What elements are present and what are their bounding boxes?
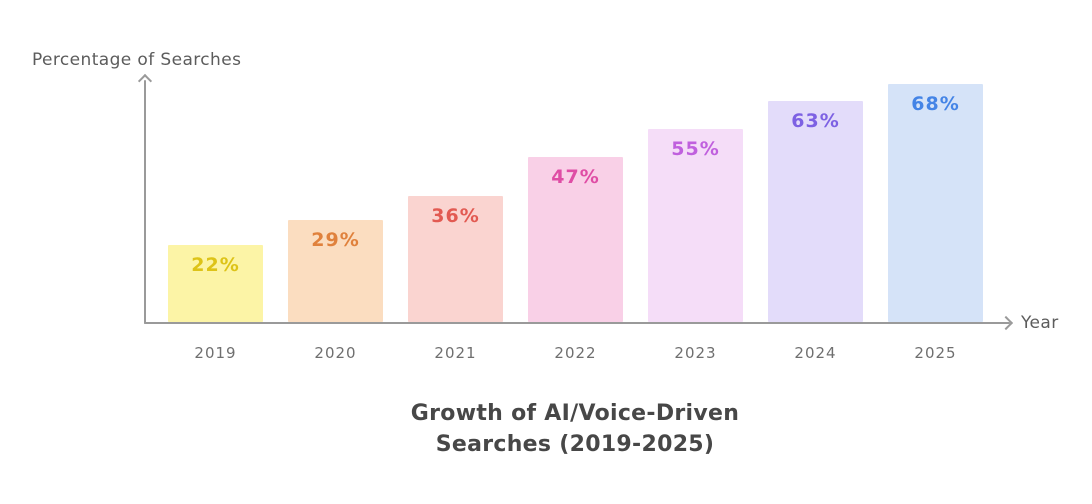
bar-value-label-2024: 63% [791, 110, 840, 132]
bar-2024: 63% [768, 101, 863, 322]
bar-2023: 55% [648, 129, 743, 322]
bar-value-label-2025: 68% [911, 93, 960, 115]
x-tick-label-2020: 2020 [314, 344, 357, 362]
chart-title: Growth of AI/Voice-Driven Searches (2019… [166, 398, 984, 460]
bar-2025: 68% [888, 84, 983, 322]
x-axis-line [144, 322, 1010, 324]
x-axis-arrow-icon [998, 315, 1014, 331]
y-axis-label: Percentage of Searches [32, 50, 242, 70]
y-axis-arrow-icon [137, 73, 153, 89]
bar-2022: 47% [528, 157, 623, 322]
x-tick-label-2019: 2019 [194, 344, 237, 362]
x-tick-label-2025: 2025 [914, 344, 957, 362]
bar-value-label-2021: 36% [431, 205, 480, 227]
bar-value-label-2023: 55% [671, 138, 720, 160]
bar-value-label-2022: 47% [551, 166, 600, 188]
bar-value-label-2020: 29% [311, 229, 360, 251]
x-axis-label: Year [1021, 313, 1059, 333]
bar-2020: 29% [288, 220, 383, 322]
bar-2019: 22% [168, 245, 263, 322]
chart-title-line1: Growth of AI/Voice-Driven [410, 401, 740, 426]
x-tick-label-2024: 2024 [794, 344, 837, 362]
bar-value-label-2019: 22% [191, 254, 240, 276]
x-tick-label-2022: 2022 [554, 344, 597, 362]
y-axis-line [144, 80, 146, 324]
x-tick-label-2023: 2023 [674, 344, 717, 362]
x-tick-label-2021: 2021 [434, 344, 477, 362]
bar-2021: 36% [408, 196, 503, 322]
chart-title-line2: Searches (2019-2025) [435, 432, 715, 457]
